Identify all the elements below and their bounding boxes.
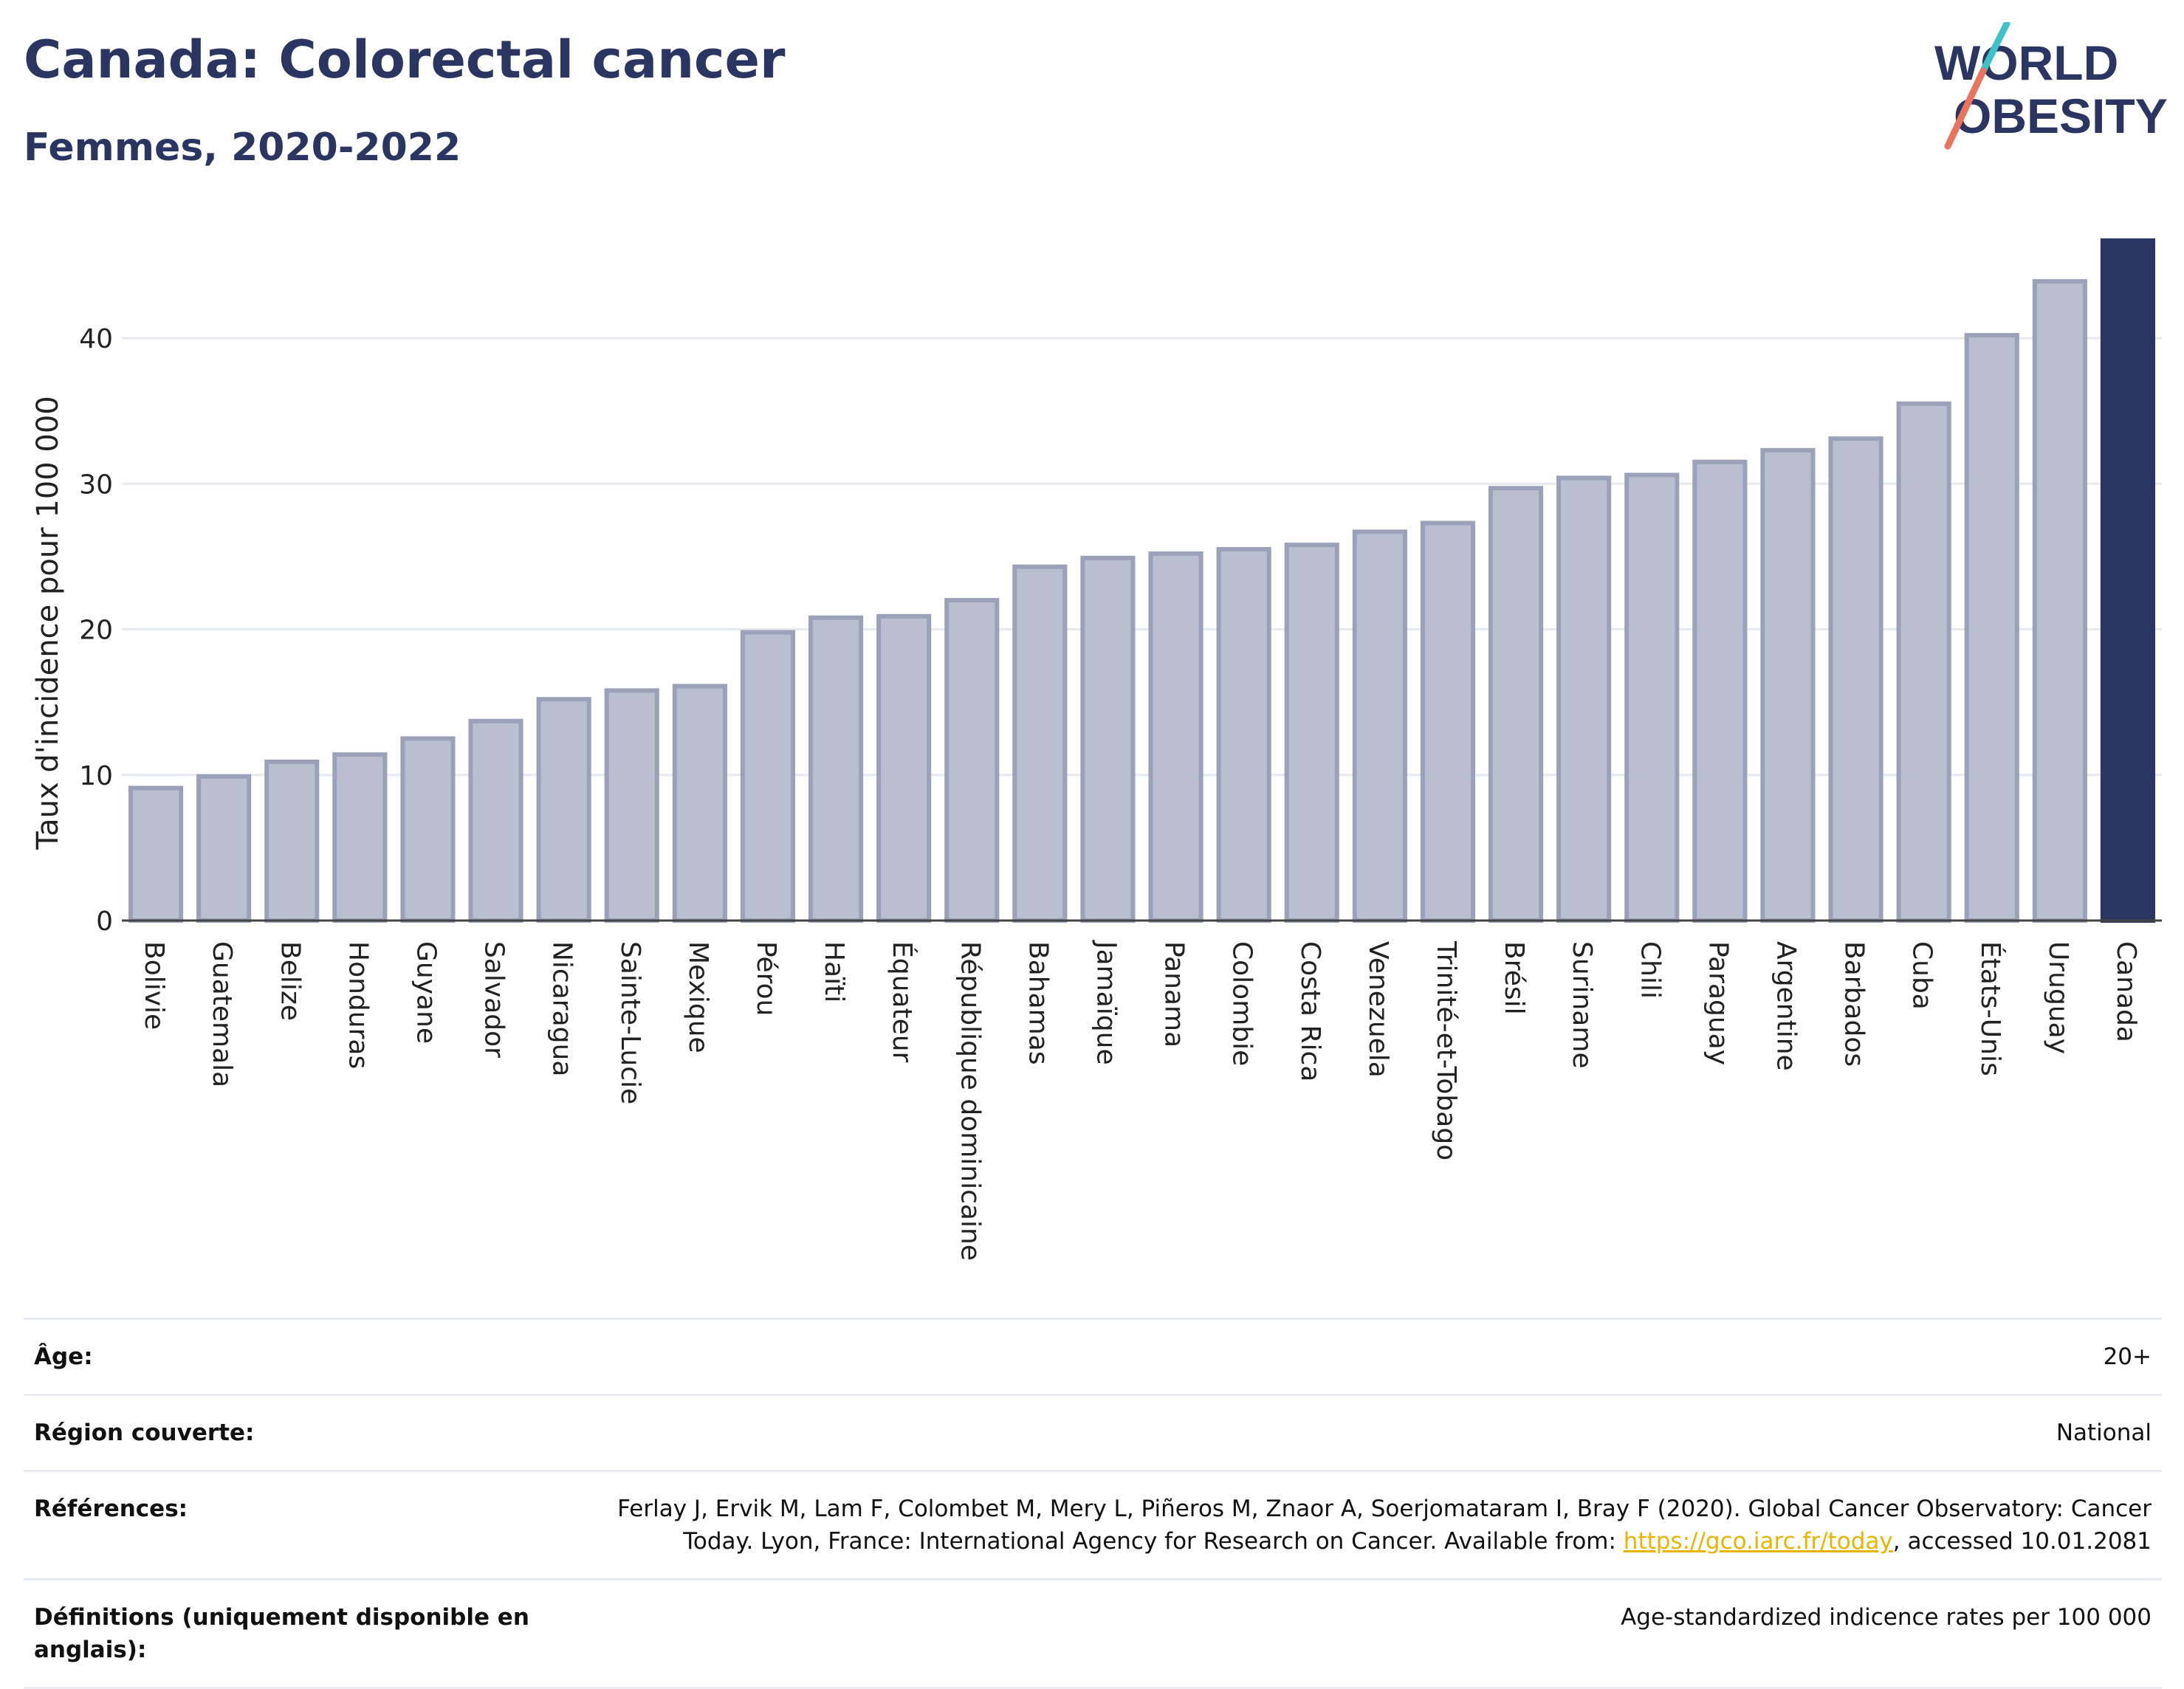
x-tick-label: Honduras xyxy=(343,941,373,1069)
meta-row-age: Âge: 20+ xyxy=(24,1318,2162,1394)
x-tick-label: Bahamas xyxy=(1023,941,1053,1065)
x-tick-label: Bolivie xyxy=(139,941,169,1030)
x-tick-label: Jamaïque xyxy=(1091,940,1121,1065)
meta-value: National xyxy=(2056,1420,2152,1446)
x-tick-label: Argentine xyxy=(1771,941,1801,1071)
bar-ha-ti xyxy=(808,615,864,923)
x-tick-label: Guatemala xyxy=(207,941,237,1087)
x-tick-label: Chili xyxy=(1635,941,1665,999)
bar-colombie xyxy=(1216,547,1271,923)
x-tick-label: Panama xyxy=(1159,941,1189,1048)
meta-value: 20+ xyxy=(2103,1344,2152,1370)
meta-label: Région couverte: xyxy=(34,1420,255,1446)
reference-text-after: , accessed 10.01.2081 xyxy=(1892,1528,2152,1555)
bar-sainte-lucie xyxy=(604,688,659,923)
bar-r-publique-dominicaine xyxy=(944,598,1000,923)
bar-panama xyxy=(1148,551,1203,923)
y-axis-label: Taux d'incidence pour 100 000 xyxy=(31,396,65,850)
bar-costa-rica xyxy=(1284,543,1339,923)
x-tick-label: Colombie xyxy=(1227,941,1257,1066)
x-tick-label: Sainte-Lucie xyxy=(615,941,645,1104)
x-tick-label: Venezuela xyxy=(1363,941,1393,1078)
logo-line1: WORLD xyxy=(1934,35,2118,90)
bar-jama-que xyxy=(1080,555,1136,923)
x-tick-label: Pérou xyxy=(751,941,781,1016)
x-tick-label: Mexique xyxy=(683,941,713,1053)
bar-belize xyxy=(264,760,320,923)
x-tick-label: Équateur xyxy=(887,941,918,1063)
x-tick-label: Paraguay xyxy=(1703,941,1733,1065)
x-tick-label: Haïti xyxy=(819,941,849,1002)
x-tick-label: Suriname xyxy=(1567,941,1597,1069)
bar-uruguay xyxy=(2032,279,2087,923)
bar-guyane xyxy=(400,736,456,923)
bar-salvador xyxy=(468,718,523,923)
x-tick-label: Guyane xyxy=(411,941,441,1044)
bar-argentine xyxy=(1760,447,1816,923)
reference-link[interactable]: https://gco.iarc.fr/today xyxy=(1623,1528,1893,1555)
x-tick-label: Salvador xyxy=(479,941,509,1058)
x-tick-label: Uruguay xyxy=(2043,941,2073,1054)
bar-honduras xyxy=(332,752,388,923)
page-subtitle: Femmes, 2020-2022 xyxy=(24,125,461,170)
meta-row-region: Région couverte: National xyxy=(24,1394,2162,1470)
y-tick-label: 40 xyxy=(79,324,113,354)
bar-cuba xyxy=(1896,401,1951,923)
meta-value: Age-standardized indicence rates per 100… xyxy=(1621,1604,2152,1631)
bar-p-rou xyxy=(740,630,796,923)
x-tick-label: Costa Rica xyxy=(1295,941,1325,1081)
x-tick-label: République dominicaine xyxy=(955,941,985,1261)
bar-paraguay xyxy=(1692,459,1748,923)
bar-venezuela xyxy=(1352,529,1407,923)
bar-suriname xyxy=(1556,475,1612,923)
x-tick-label: Belize xyxy=(275,941,305,1021)
bar-canada xyxy=(2100,238,2156,923)
meta-label: Définitions (uniquement disponible en an… xyxy=(34,1604,529,1663)
bar-mexique xyxy=(672,684,727,923)
x-tick-label: Nicaragua xyxy=(547,941,577,1076)
bar--quateur xyxy=(876,613,932,923)
bar-chili xyxy=(1624,472,1680,923)
reference-text: Ferlay J, Ervik M, Lam F, Colombet M, Me… xyxy=(617,1496,2152,1555)
meta-label: Âge: xyxy=(34,1344,93,1370)
x-tick-label: Brésil xyxy=(1499,941,1529,1015)
y-tick-label: 10 xyxy=(79,761,113,791)
y-tick-label: 20 xyxy=(79,616,113,646)
y-tick-label: 0 xyxy=(96,907,113,937)
bar-trinit-et-tobago xyxy=(1420,520,1476,923)
meta-value-references: Ferlay J, Ervik M, Lam F, Colombet M, Me… xyxy=(601,1493,2152,1558)
bar-barbados xyxy=(1828,436,1883,923)
page-title: Canada: Colorectal cancer xyxy=(24,30,786,90)
bar-bolivie xyxy=(128,785,184,923)
bar-guatemala xyxy=(196,774,252,923)
x-tick-label: Canada xyxy=(2111,941,2141,1042)
world-obesity-logo: WORLD OBESITY xyxy=(1934,22,2168,150)
bar-nicaragua xyxy=(536,697,591,923)
bar-br-sil xyxy=(1488,486,1544,923)
x-tick-label: Cuba xyxy=(1907,941,1937,1010)
y-tick-label: 30 xyxy=(79,469,113,500)
meta-row-references: Références: Ferlay J, Ervik M, Lam F, Co… xyxy=(24,1470,2162,1578)
logo-line2: OBESITY xyxy=(1954,89,2168,143)
x-tick-label: Trinité-et-Tobago xyxy=(1431,940,1461,1160)
bar--tats-unis xyxy=(1964,333,2019,923)
x-tick-label: Barbados xyxy=(1839,941,1869,1067)
metadata-table: Âge: 20+ Région couverte: National Référ… xyxy=(24,1318,2162,1689)
bar-bahamas xyxy=(1012,564,1068,923)
x-tick-label: États-Unis xyxy=(1975,941,2006,1076)
meta-row-definitions: Définitions (uniquement disponible en an… xyxy=(24,1578,2162,1689)
meta-label: Références: xyxy=(34,1496,188,1522)
bar-chart: 0 10 20 30 40 Taux d'incidence pour 100 000 Bo… xyxy=(31,238,2162,1261)
